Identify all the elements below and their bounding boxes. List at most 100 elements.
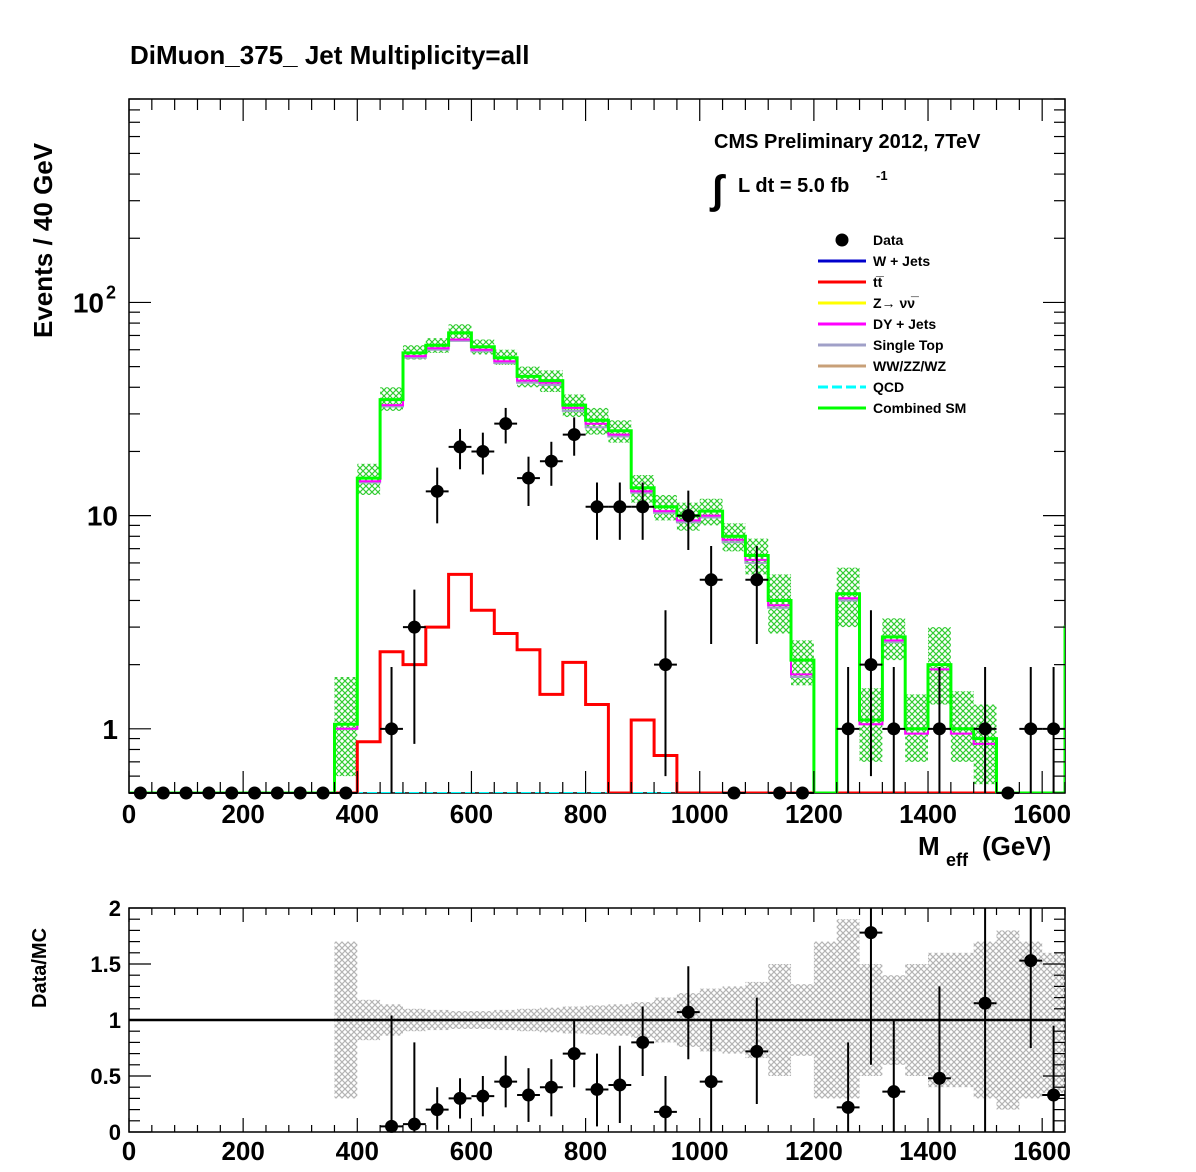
data-point: [265, 786, 289, 800]
legend-entry: Z→ νν̅: [818, 295, 919, 311]
x-tick-label: 1400: [899, 799, 957, 829]
ratio-y-tick-label: 0: [109, 1120, 121, 1145]
data-point: [882, 666, 906, 793]
legend-label: Single Top: [873, 337, 944, 353]
ratio-point: [380, 1015, 403, 1133]
ratio-point: [1019, 908, 1043, 1048]
chart-title: DiMuon_375_ Jet Multiplicity=all: [130, 40, 530, 70]
data-point: [973, 666, 997, 793]
legend-label: QCD: [873, 379, 904, 395]
ratio-point: [539, 1059, 563, 1117]
sm-uncertainty-bin: [1065, 586, 1088, 675]
main-data-points: [129, 407, 1065, 800]
x-label-unit: (GeV): [982, 831, 1051, 861]
data-point: [288, 786, 312, 800]
data-point: [1019, 666, 1043, 793]
data-point: [791, 786, 814, 800]
x-label-subscript: eff: [946, 850, 969, 870]
data-point: [151, 786, 175, 800]
main-y-axis-label: Events / 40 GeV: [28, 142, 58, 338]
x-tick-label: 0: [122, 799, 136, 829]
ratio-point: [699, 1020, 723, 1132]
ratio-point: [745, 997, 769, 1104]
ratio-y-tick-label: 1.5: [90, 952, 121, 977]
y-tick-label: 10: [87, 501, 118, 532]
cms-label: CMS Preliminary 2012, 7TeV: [714, 131, 981, 153]
ratio-point: [562, 1020, 586, 1088]
data-point: [311, 786, 335, 800]
ratio-y-tick-label: 0.5: [90, 1064, 121, 1089]
ratio-y-tick-label: 2: [109, 896, 121, 921]
legend: Data W + Jets tt̅ Z→ νν̅ DY + Jets Single Top…: [818, 232, 966, 416]
ratio-point: [882, 1020, 906, 1132]
ratio-point: [494, 1055, 518, 1108]
legend-label: W + Jets: [873, 253, 930, 269]
data-point: [402, 589, 426, 744]
data-point: [174, 786, 198, 800]
ratio-point: [973, 908, 997, 1132]
main-x-axis-label: M eff (GeV): [918, 831, 1051, 870]
ratio-x-tick-label: 1600: [1013, 1136, 1071, 1166]
ratio-x-tick-label: 1400: [899, 1136, 957, 1166]
legend-entry: Combined SM: [818, 400, 966, 416]
data-point: [562, 417, 586, 456]
data-point: [494, 407, 518, 444]
legend-entry: QCD: [818, 379, 904, 395]
ratio-point: [448, 1078, 472, 1119]
ratio-x-tick-label: 0: [122, 1136, 136, 1166]
x-tick-label: 800: [564, 799, 607, 829]
sm-uncertainty-bin: [334, 677, 358, 777]
data-point: [380, 666, 403, 793]
ratio-point: [836, 1042, 860, 1132]
data-point: [768, 786, 792, 800]
data-point: [631, 482, 655, 540]
ratio-point: [471, 1076, 495, 1117]
integral-symbol: ∫: [709, 168, 726, 212]
lumi-label: L dt = 5.0 fb: [738, 175, 849, 197]
legend-entry: WW/ZZ/WZ: [818, 358, 947, 374]
data-point: [539, 441, 563, 486]
ratio-data-points: [380, 908, 1065, 1133]
series-line-tt-: [129, 572, 1065, 793]
ratio-point: [928, 986, 951, 1132]
ratio-band-bin: [836, 919, 860, 1099]
ratio-plot-panel: 0 0.5 1 1.5 2 0 200 400 600 800 1000 1200 1400 1600: [90, 896, 1071, 1166]
ratio-y-tick-label: 1: [109, 1008, 121, 1033]
legend-entry: W + Jets: [818, 253, 930, 269]
cms-annotation: CMS Preliminary 2012, 7TeV ∫ L dt = 5.0 …: [709, 131, 981, 212]
x-tick-label: 600: [450, 799, 493, 829]
data-point: [676, 490, 700, 550]
data-point: [243, 786, 266, 800]
ratio-y-axis-label: Data/MC: [29, 928, 51, 1008]
legend-label: Data: [873, 232, 904, 248]
data-point: [699, 546, 723, 644]
ratio-x-tick-label: 1200: [785, 1136, 843, 1166]
data-point: [425, 467, 449, 524]
data-point: [471, 432, 495, 475]
ratio-point: [859, 908, 883, 1065]
legend-label: WW/ZZ/WZ: [873, 358, 947, 374]
lumi-exponent: -1: [876, 168, 888, 183]
ratio-point: [425, 1087, 449, 1130]
legend-label: Combined SM: [873, 400, 966, 416]
sm-uncertainty-bin: [950, 691, 974, 762]
x-label-main: M: [918, 831, 940, 861]
legend-entry: DY + Jets: [818, 316, 936, 332]
ratio-x-tick-label: 800: [564, 1136, 607, 1166]
data-point: [220, 786, 244, 800]
x-tick-label: 1600: [1013, 799, 1071, 829]
data-point: [836, 666, 860, 793]
y-tick-label: 1: [102, 714, 118, 745]
ratio-point: [631, 1006, 655, 1076]
ratio-axis-ticks: 0 0.5 1 1.5 2 0 200 400 600 800 1000 1200 1400 1600: [90, 896, 1071, 1166]
legend-label: DY + Jets: [873, 316, 936, 332]
ratio-band-bin: [1042, 952, 1065, 1093]
main-plot-frame: [128, 98, 1066, 794]
x-tick-label: 200: [221, 799, 264, 829]
ratio-x-tick-label: 200: [221, 1136, 264, 1166]
data-point: [928, 666, 951, 793]
data-point: [654, 610, 677, 777]
y-tick-exponent: 2: [106, 282, 116, 302]
